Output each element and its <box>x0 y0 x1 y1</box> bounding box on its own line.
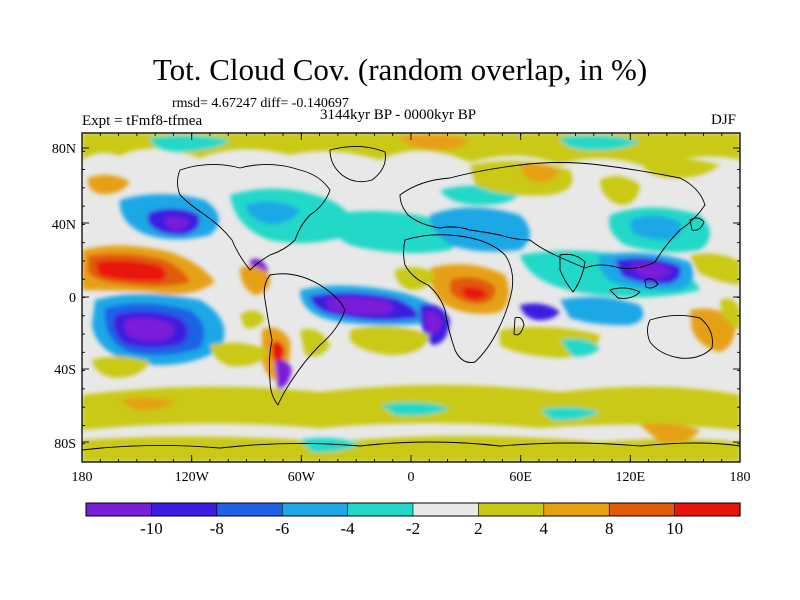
colorbar-label: -4 <box>341 519 356 538</box>
experiment-label: Expt = tFmf8-tfmea <box>82 113 203 129</box>
lat-axis: 80N 40N 0 40S 80S <box>52 142 76 452</box>
coast-australia <box>647 315 713 359</box>
colorbar-label: 4 <box>540 519 549 538</box>
coast-greenland <box>329 146 386 183</box>
period-text: 3144kyr BP - 0000kyr BP <box>320 107 477 123</box>
contour-field <box>82 133 740 462</box>
colorbar-swatch <box>281 502 349 517</box>
coast-south-america <box>263 273 346 406</box>
lon-tick-label: 180 <box>72 470 93 485</box>
colorbar-frame <box>85 502 741 517</box>
coastlines <box>82 146 740 451</box>
colorbar-swatch <box>216 502 283 517</box>
colorbar-label: 8 <box>605 519 614 538</box>
coast-north-america <box>177 164 331 271</box>
colorbar-label: -6 <box>275 519 289 538</box>
colorbar-swatch <box>85 502 152 517</box>
coast-antarctica <box>82 441 740 451</box>
lon-tick-label: 60E <box>509 470 532 485</box>
lon-tick-label: 60W <box>288 470 316 485</box>
lon-tick-label: 120W <box>175 470 210 485</box>
coast-eurasia <box>399 162 706 269</box>
colorbar-swatch <box>674 502 741 517</box>
colorbar-label: -2 <box>406 519 420 538</box>
coast-india <box>559 253 586 293</box>
colorbar-label: -10 <box>140 519 163 538</box>
axis-ticks <box>81 132 741 463</box>
colorbar-swatch <box>608 502 676 517</box>
stats-text: rmsd= 4.67247 diff= -0.140697 <box>172 96 349 111</box>
lat-tick-label: 80N <box>52 142 76 157</box>
colorbar: -10 -8 -6 -4 -2 2 4 8 10 <box>85 502 741 538</box>
lon-tick-label: 0 <box>408 470 415 485</box>
lat-tick-label: 40S <box>54 363 76 378</box>
colorbar-swatch <box>543 502 610 517</box>
lon-tick-label: 120E <box>616 470 646 485</box>
colorbar-swatch <box>478 502 545 517</box>
coast-islands <box>609 217 705 299</box>
lat-tick-label: 40N <box>52 218 76 233</box>
colorbar-swatch <box>151 502 218 517</box>
lon-tick-label: 180 <box>730 470 751 485</box>
colorbar-swatch <box>412 502 479 517</box>
coast-africa <box>403 234 514 363</box>
colorbar-label: 10 <box>666 519 683 538</box>
colorbar-swatches <box>85 502 741 517</box>
colorbar-label: -8 <box>210 519 224 538</box>
season-label: DJF <box>711 112 737 128</box>
coast-madagascar <box>513 316 525 336</box>
lat-tick-label: 0 <box>69 291 76 306</box>
lat-tick-label: 80S <box>54 437 76 452</box>
map-title: Tot. Cloud Cov. (random overlap, in %) <box>152 52 648 87</box>
colorbar-label: 2 <box>474 519 483 538</box>
lon-axis: 180 120W 60W 0 60E 120E 180 <box>72 470 751 485</box>
colorbar-swatch <box>347 502 414 517</box>
plot-area <box>81 132 741 463</box>
